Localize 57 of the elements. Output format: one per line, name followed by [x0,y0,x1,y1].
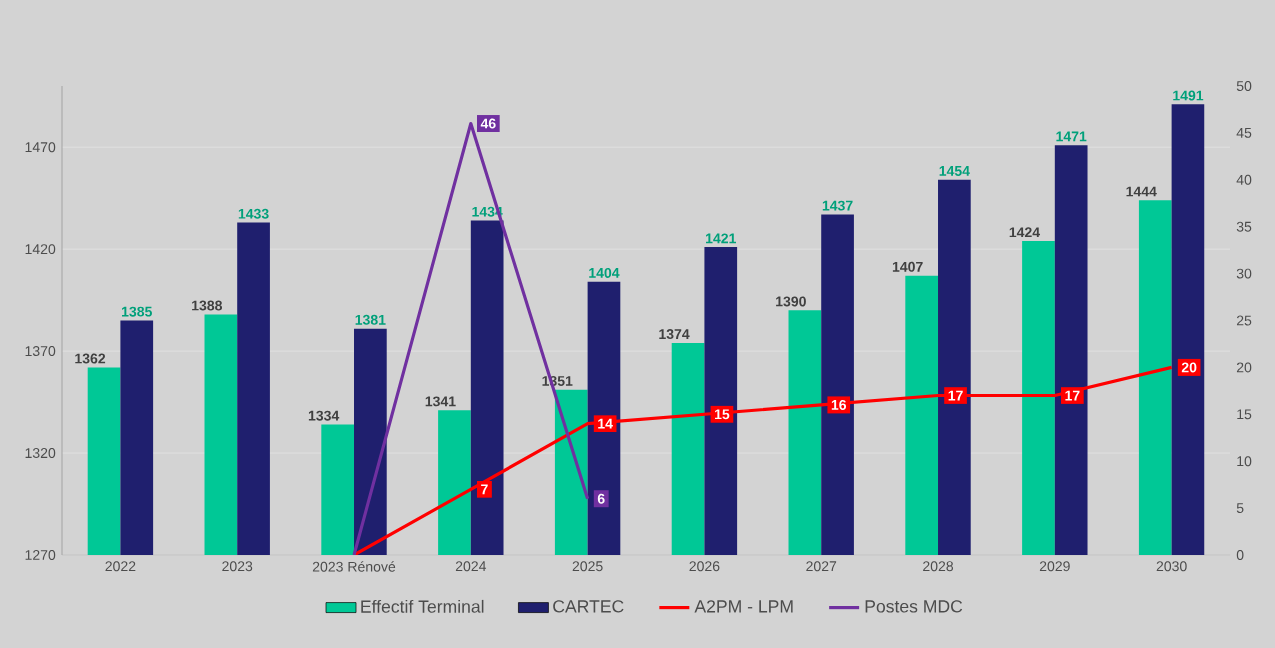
x-tick-label: 2030 [1156,561,1187,572]
y2-tick-label: 45 [1236,127,1252,138]
y2-tick-label: 40 [1236,174,1252,185]
data-label: 15 [715,409,730,420]
legend-label: CARTEC [553,600,624,613]
data-label: 1385 [122,306,152,317]
x-tick-label: 2023 [222,561,253,572]
y2-tick-label: 30 [1236,268,1252,279]
y-tick-label: 1470 [25,142,56,153]
data-label: 1437 [822,200,853,211]
data-label: 1424 [1009,227,1041,238]
data-label: 1407 [892,261,923,272]
legend-label: Effectif Terminal [361,599,484,613]
y2-tick-label: 0 [1236,550,1244,560]
data-label: 1362 [75,353,106,364]
data-label: 1388 [192,300,223,311]
x-tick-label: 2027 [806,561,837,572]
y2-tick-label: 35 [1236,221,1252,232]
x-tick-label: 2029 [1039,561,1070,572]
data-label: 1341 [425,396,456,407]
y-tick-label: 1270 [25,550,56,560]
x-tick-label: 2022 [105,561,136,572]
data-label: 14 [598,418,613,429]
data-label: 17 [1065,390,1080,401]
y2-tick-label: 25 [1236,315,1252,326]
data-label: 1390 [776,296,806,307]
data-label: 1381 [355,314,386,325]
data-label: 1421 [706,233,736,244]
x-tick-label: 2026 [689,561,720,572]
data-label: 1454 [939,166,970,176]
y-tick-label: 1370 [25,346,56,357]
data-label: 1404 [589,267,620,278]
data-label: 17 [948,390,963,401]
y2-tick-label: 5 [1236,503,1244,514]
data-label: 1334 [308,410,340,421]
y-tick-label: 1320 [25,448,56,459]
y2-tick-label: 15 [1237,409,1252,420]
y2-tick-label: 10 [1237,456,1252,467]
data-label: 16 [831,399,847,410]
x-tick-label: 2028 [923,561,954,572]
data-label: 46 [480,118,496,129]
data-label: 1374 [659,329,690,340]
data-label: 20 [1181,362,1197,373]
data-label: 1471 [1056,131,1087,142]
x-tick-label: 2023 Rénové [312,561,396,572]
data-label: 7 [481,484,488,495]
y-tick-label: 1420 [25,244,56,255]
data-label: 1433 [238,208,269,219]
data-label: 6 [597,493,605,504]
x-tick-label: 2024 [455,561,487,572]
x-tick-label: 2025 [572,561,603,572]
legend-label: Postes MDC [865,600,963,613]
data-label: 1444 [1126,186,1157,197]
data-label: 1491 [1173,90,1204,101]
y2-tick-label: 20 [1236,362,1252,373]
legend-label: A2PM - LPM [694,600,793,613]
y2-tick-label: 50 [1236,81,1252,91]
